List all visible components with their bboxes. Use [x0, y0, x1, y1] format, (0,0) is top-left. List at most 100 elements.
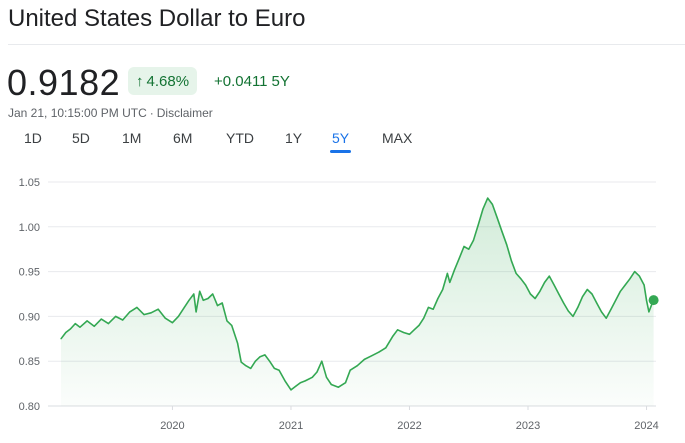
data-point [567, 310, 569, 312]
data-point [591, 293, 593, 295]
data-point [259, 356, 261, 358]
data-point [427, 306, 429, 308]
data-point [600, 311, 603, 313]
data-point [423, 317, 425, 319]
data-point [250, 367, 252, 369]
data-point [188, 299, 190, 301]
data-point [453, 269, 456, 271]
tab-6m[interactable]: 6M [173, 130, 193, 146]
data-point [458, 257, 460, 259]
x-axis-labels: 2020 2021 2022 2023 2024 [160, 406, 659, 432]
data-point [468, 248, 470, 250]
data-point [482, 208, 484, 210]
data-point [413, 329, 415, 331]
data-point [403, 331, 405, 334]
data-point [69, 328, 72, 330]
data-point [397, 329, 399, 331]
data-point [199, 290, 201, 292]
tab-ytd[interactable]: YTD [226, 130, 254, 146]
data-point [245, 365, 247, 367]
data-point [107, 323, 109, 325]
percent-change-badge: ↑ 4.68% [128, 67, 198, 95]
x-tick-label: 2022 [397, 420, 421, 432]
data-point [273, 367, 275, 369]
data-point [325, 376, 328, 378]
timestamp: Jan 21, 10:15:00 PM UTC [8, 106, 147, 120]
absolute-change: +0.0411 5Y [214, 73, 290, 90]
data-point [371, 355, 373, 357]
data-point [226, 320, 228, 322]
data-point [93, 325, 95, 327]
data-point [501, 230, 503, 232]
arrow-up-icon: ↑ [136, 72, 144, 90]
data-point [212, 293, 214, 295]
data-point [548, 275, 550, 277]
data-point [122, 319, 124, 321]
data-point [577, 306, 579, 308]
data-point [143, 314, 145, 316]
data-point [638, 275, 641, 277]
absolute-change-value: +0.0411 [214, 73, 268, 90]
data-point [624, 284, 626, 286]
data-point [437, 297, 439, 300]
data-point [164, 317, 166, 319]
tab-max[interactable]: MAX [382, 130, 413, 146]
tab-1y[interactable]: 1Y [285, 130, 303, 146]
x-tick-label: 2021 [279, 420, 303, 432]
y-tick-label: 1.05 [19, 177, 40, 189]
data-point [321, 360, 323, 362]
data-point [534, 297, 536, 300]
tab-1d[interactable]: 1D [24, 130, 42, 146]
data-point [86, 320, 88, 322]
data-point [136, 306, 138, 308]
data-point [65, 331, 67, 334]
meta-separator: · [149, 106, 154, 120]
data-point [563, 302, 565, 304]
disclaimer-link[interactable]: Disclaimer [156, 106, 213, 120]
data-point [648, 311, 650, 313]
data-point [330, 383, 332, 386]
data-point [510, 260, 512, 262]
data-point [572, 315, 574, 317]
data-point [610, 308, 612, 310]
current-price: 0.9182 [7, 62, 121, 103]
data-point [240, 361, 242, 363]
data-point [316, 371, 318, 373]
data-point [619, 290, 622, 292]
data-point [60, 338, 62, 340]
data-point [449, 281, 451, 283]
data-point [129, 311, 131, 313]
price-chart[interactable]: 0.800.850.900.951.001.05 2020 2021 2022 202… [0, 160, 685, 443]
data-point [177, 315, 179, 317]
data-point [385, 347, 387, 349]
data-point [344, 382, 347, 384]
data-point [506, 244, 508, 246]
data-point [216, 305, 219, 307]
tab-1m[interactable]: 1M [122, 130, 142, 146]
data-point [115, 315, 117, 317]
data-point [558, 293, 560, 295]
data-point [363, 358, 365, 360]
data-point [337, 386, 339, 388]
data-point [295, 385, 297, 387]
data-point [284, 380, 286, 382]
data-point [432, 308, 434, 310]
tab-5y[interactable]: 5Y [329, 130, 352, 153]
y-tick-label: 0.80 [19, 401, 40, 413]
x-tick-label: 2020 [160, 420, 184, 432]
price-area-fill [61, 198, 654, 406]
data-point [221, 302, 223, 304]
data-point [472, 239, 475, 241]
data-point [202, 299, 204, 301]
data-point [553, 284, 555, 286]
data-point [254, 360, 256, 362]
data-point [356, 365, 358, 367]
quote-meta: Jan 21, 10:15:00 PM UTC · Disclaimer [8, 106, 213, 120]
data-point [544, 281, 546, 283]
data-point [487, 197, 489, 199]
data-point [634, 271, 636, 273]
tab-5d[interactable]: 5D [72, 130, 90, 146]
data-point [311, 376, 313, 378]
y-tick-label: 0.90 [19, 311, 40, 323]
data-point [643, 284, 645, 286]
